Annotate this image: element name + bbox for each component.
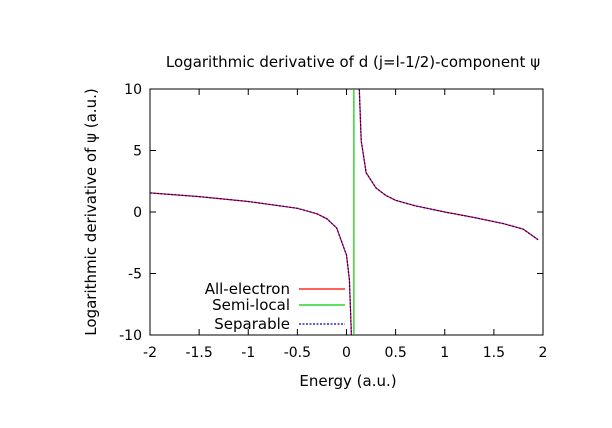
series-line-all-electron: [358, 89, 539, 241]
x-tick-label: -2: [143, 345, 157, 361]
series-line-separable: [150, 192, 352, 335]
y-axis-label: Logarithmic derivative of ψ (a.u.): [82, 88, 100, 335]
legend-label-separable: Separable: [214, 315, 290, 333]
legend-label-all-electron: All-electron: [205, 280, 290, 298]
x-tick-label: 1: [440, 345, 449, 361]
x-tick-label: -1.5: [185, 345, 212, 361]
x-tick-label: 2: [539, 345, 548, 361]
y-tick-label: -5: [128, 267, 142, 283]
x-tick-label: -0.5: [284, 345, 311, 361]
legend-label-semi-local: Semi-local: [212, 296, 290, 314]
y-tick-label: -10: [119, 328, 142, 344]
y-tick-label: 5: [133, 144, 142, 160]
chart-title: Logarithmic derivative of d (j=l-1/2)-co…: [166, 53, 540, 71]
x-tick-label: 0.5: [384, 345, 406, 361]
series-group: [150, 89, 539, 335]
x-tick-label: 1.5: [483, 345, 505, 361]
plot-frame: [149, 88, 544, 336]
x-axis-label: Energy (a.u.): [299, 372, 396, 390]
y-tick-label: 10: [124, 82, 142, 98]
y-tick-label: 0: [133, 205, 142, 221]
x-tick-label: 0: [342, 345, 351, 361]
axis-ticks: -2 -1.5 -1 -0.5 0 0.5 1 1.5 2 -10 -5 0 5 10: [119, 82, 547, 361]
x-tick-label: -1: [241, 345, 255, 361]
series-line-separable: [358, 89, 539, 241]
